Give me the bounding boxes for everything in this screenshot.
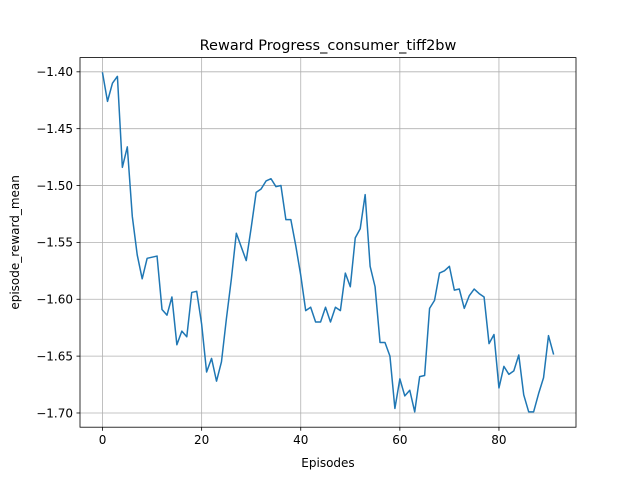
- x-axis-label: Episodes: [301, 456, 354, 470]
- y-tick-label: −1.45: [36, 122, 73, 136]
- y-tick-label: −1.65: [36, 349, 73, 363]
- x-tick-label: 0: [99, 433, 107, 447]
- y-tick-label: −1.70: [36, 406, 73, 420]
- chart-title: Reward Progress_consumer_tiff2bw: [200, 38, 457, 54]
- x-tick-label: 60: [392, 433, 407, 447]
- y-tick-label: −1.50: [36, 179, 73, 193]
- y-tick-label: −1.55: [36, 236, 73, 250]
- series-line-0: [101, 72, 555, 413]
- x-tick-label: 40: [293, 433, 308, 447]
- grid-lines: [80, 57, 576, 428]
- x-tick-label: 80: [491, 433, 506, 447]
- y-tick-label: −1.60: [36, 293, 73, 307]
- series-layer: [101, 72, 555, 413]
- y-axis-label: episode_reward_mean: [8, 175, 22, 310]
- y-tick-label: −1.40: [36, 65, 73, 79]
- tick-marks: 0 20 40 60 80 −1.40 −1.45 −1.50 −1.55 −1.60 −1.65 −…: [36, 65, 506, 447]
- x-tick-label: 20: [194, 433, 209, 447]
